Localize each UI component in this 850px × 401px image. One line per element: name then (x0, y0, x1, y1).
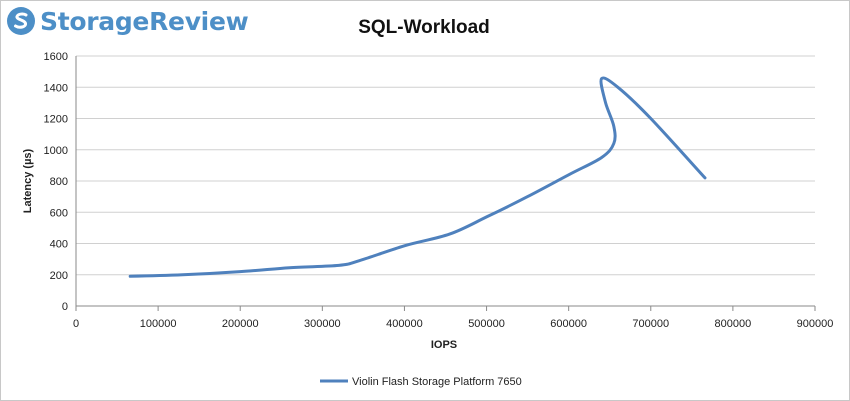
y-tick-label: 200 (50, 270, 68, 282)
x-tick-label: 200000 (222, 318, 259, 330)
x-tick-label: 900000 (797, 318, 834, 330)
y-tick-label: 1600 (44, 51, 68, 63)
brand-name: StorageReview (40, 6, 249, 36)
x-tick-label: 300000 (304, 318, 341, 330)
legend: Violin Flash Storage Platform 7650 (320, 376, 522, 388)
y-axis-title: Latency (µs) (22, 148, 34, 213)
series-line (128, 76, 707, 278)
x-tick-label: 500000 (468, 318, 505, 330)
x-tick-label: 800000 (715, 318, 752, 330)
legend-label: Violin Flash Storage Platform 7650 (352, 376, 522, 388)
x-tick-label: 700000 (632, 318, 669, 330)
y-tick-label: 0 (62, 301, 68, 313)
x-axis-title: IOPS (431, 339, 457, 351)
y-tick-label: 800 (50, 176, 68, 188)
x-tick-label: 100000 (140, 318, 177, 330)
x-axis-ticks: 0 100000 200000 300000 400000 500000 600000 700… (73, 306, 833, 330)
series-layer (128, 76, 707, 278)
brand-logo: StorageReview (6, 4, 249, 38)
y-tick-label: 400 (50, 239, 68, 251)
x-tick-label: 0 (73, 318, 79, 330)
y-tick-label: 1200 (44, 114, 68, 126)
chart-title: SQL-Workload (358, 17, 490, 38)
x-tick-label: 400000 (386, 318, 423, 330)
y-axis-ticks: 0 200 400 600 800 1000 1200 1400 1600 (44, 51, 68, 313)
y-tick-label: 600 (50, 207, 68, 219)
y-tick-label: 1000 (44, 145, 68, 157)
gridlines (76, 55, 815, 276)
x-tick-label: 600000 (550, 318, 587, 330)
y-tick-label: 1400 (44, 82, 68, 94)
storagereview-logo-icon (7, 7, 35, 35)
